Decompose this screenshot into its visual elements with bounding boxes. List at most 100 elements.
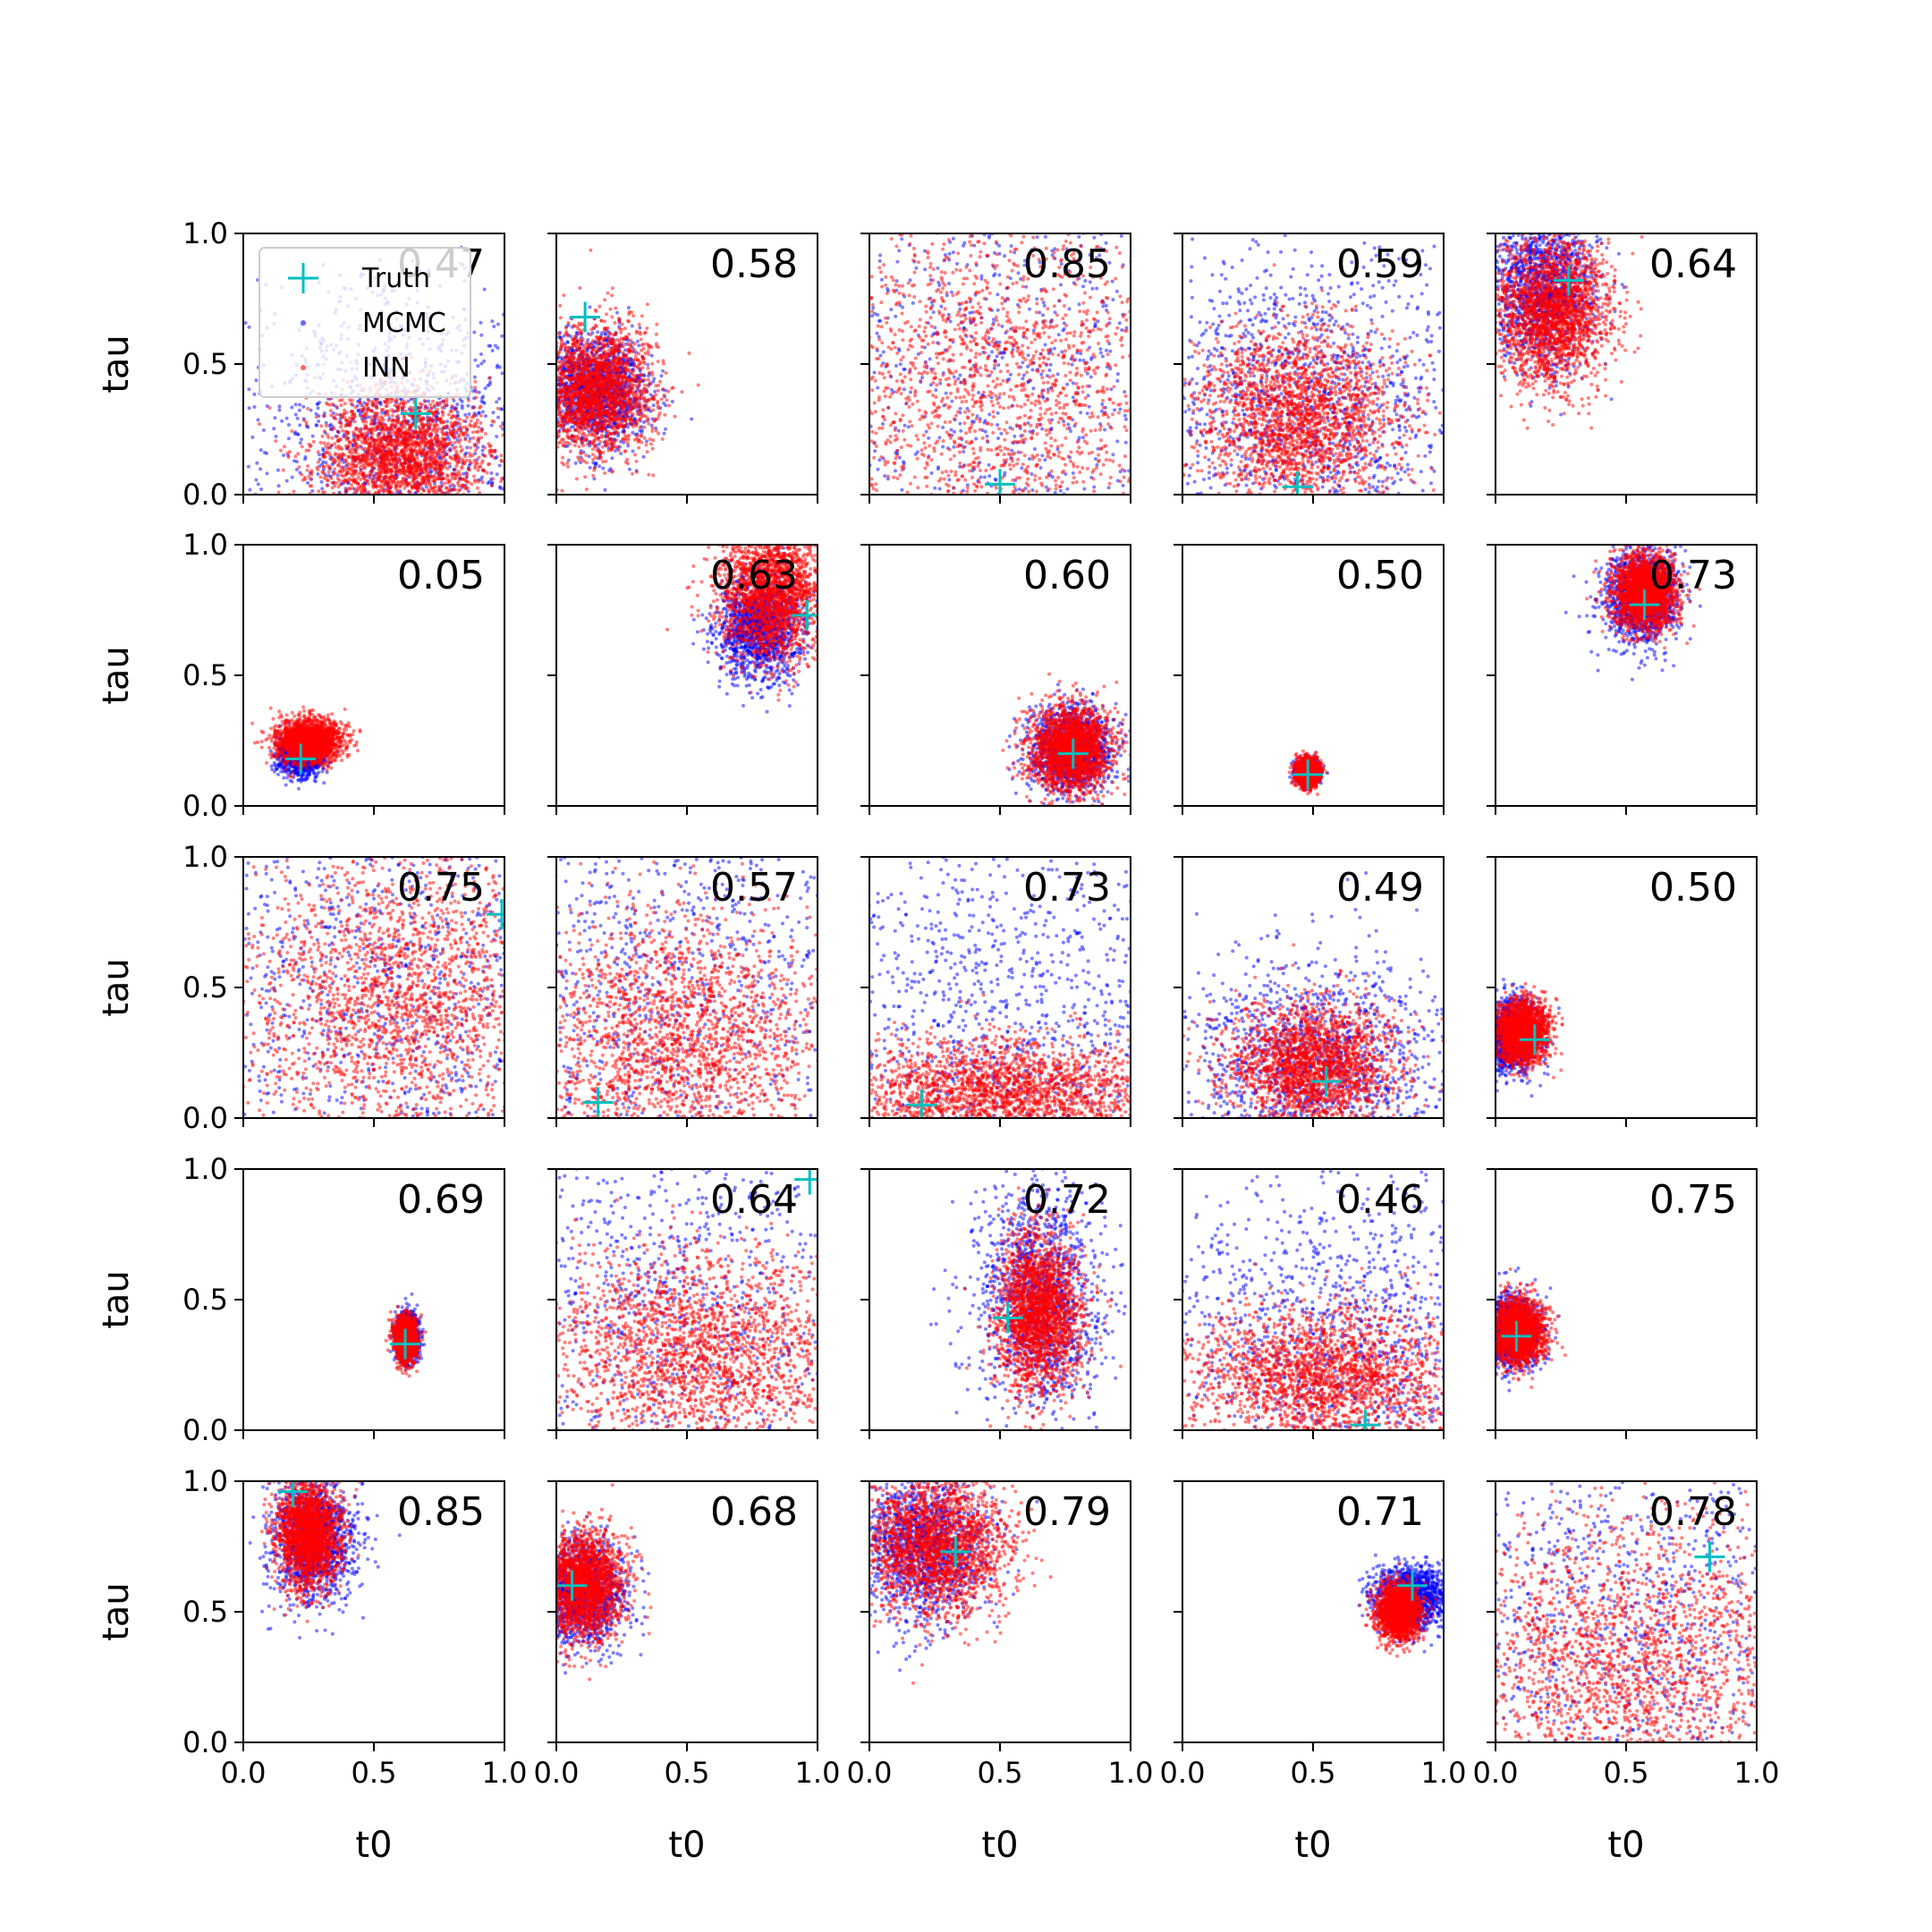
sample-point [382,462,386,466]
sample-point [447,413,451,417]
sample-point [353,480,357,484]
sample-point [420,421,424,425]
sample-point [277,404,281,408]
sample-point [420,402,424,406]
sample-point [351,462,354,465]
sample-point [325,475,328,479]
sample-point [493,456,496,460]
sample-point [414,445,418,449]
sample-point [384,469,387,472]
sample-point [400,435,403,438]
sample-point [443,427,446,430]
sample-point [429,460,433,463]
sample-point [459,438,462,442]
sample-point [498,464,502,468]
sample-point [425,428,428,432]
sample-point [642,455,646,459]
sample-point [402,457,406,461]
sample-point [382,432,386,436]
sample-point [477,479,480,483]
sample-point [479,334,483,337]
sample-point [305,420,309,424]
sample-point [250,436,254,439]
sample-point [447,428,451,431]
sample-point [384,428,387,432]
sample-point [398,484,402,487]
sample-point [483,288,487,292]
sample-point [254,479,258,482]
sample-point [402,402,405,406]
sample-point [477,426,480,429]
sample-point [631,450,635,453]
sample-point [265,452,268,455]
sample-point [359,478,362,481]
sample-point [287,436,291,440]
sample-point [331,436,335,440]
sample-point [479,352,483,356]
sample-point [323,429,326,433]
sample-point [353,441,357,445]
sample-point [355,427,359,430]
sample-point [592,477,596,480]
sample-point [457,489,461,493]
sample-point [480,476,484,479]
sample-point [354,465,358,469]
sample-point [450,474,453,478]
sample-point [482,360,486,363]
sample-point [341,429,344,433]
sample-point [339,413,343,417]
sample-point [362,407,366,411]
sample-point [364,438,368,442]
sample-point [463,454,467,458]
sample-point [387,419,391,422]
sample-point [405,428,409,432]
sample-point [490,319,494,323]
sample-point [280,419,284,423]
sample-point [653,390,657,394]
sample-point [391,458,394,462]
sample-point [615,311,619,315]
sample-point [635,460,639,463]
sample-point [401,408,404,411]
sample-point [376,426,379,429]
sample-point [351,399,354,402]
sample-point [601,467,605,470]
sample-point [277,484,281,487]
sample-point [377,446,381,450]
sample-point [266,471,269,475]
sample-point [361,420,365,424]
sample-point [462,419,465,423]
sample-point [290,429,293,433]
sample-point [449,432,453,436]
sample-point [456,411,460,414]
sample-point [652,377,656,381]
sample-point [462,432,465,436]
sample-point [480,396,484,400]
sample-point [396,480,400,484]
sample-point [375,405,378,409]
sample-point [369,458,372,462]
sample-point [258,422,261,426]
sample-point [389,439,393,443]
sample-point [462,472,465,476]
sample-point [300,473,303,477]
sample-point [671,400,674,403]
sample-point [335,405,338,409]
sample-point [293,432,297,436]
sample-point [315,424,318,428]
sample-point [423,445,427,448]
sample-point [303,478,307,481]
sample-point [248,326,251,329]
sample-point [453,441,457,445]
sample-point [368,442,371,445]
sample-point [312,440,316,444]
sample-point [423,442,427,445]
sample-point [453,456,457,460]
sample-point [442,453,445,457]
sample-point [259,487,263,491]
sample-point [360,414,364,418]
sample-point [429,463,433,467]
sample-point [481,480,485,484]
sample-point [326,433,329,436]
sample-point [461,458,464,462]
